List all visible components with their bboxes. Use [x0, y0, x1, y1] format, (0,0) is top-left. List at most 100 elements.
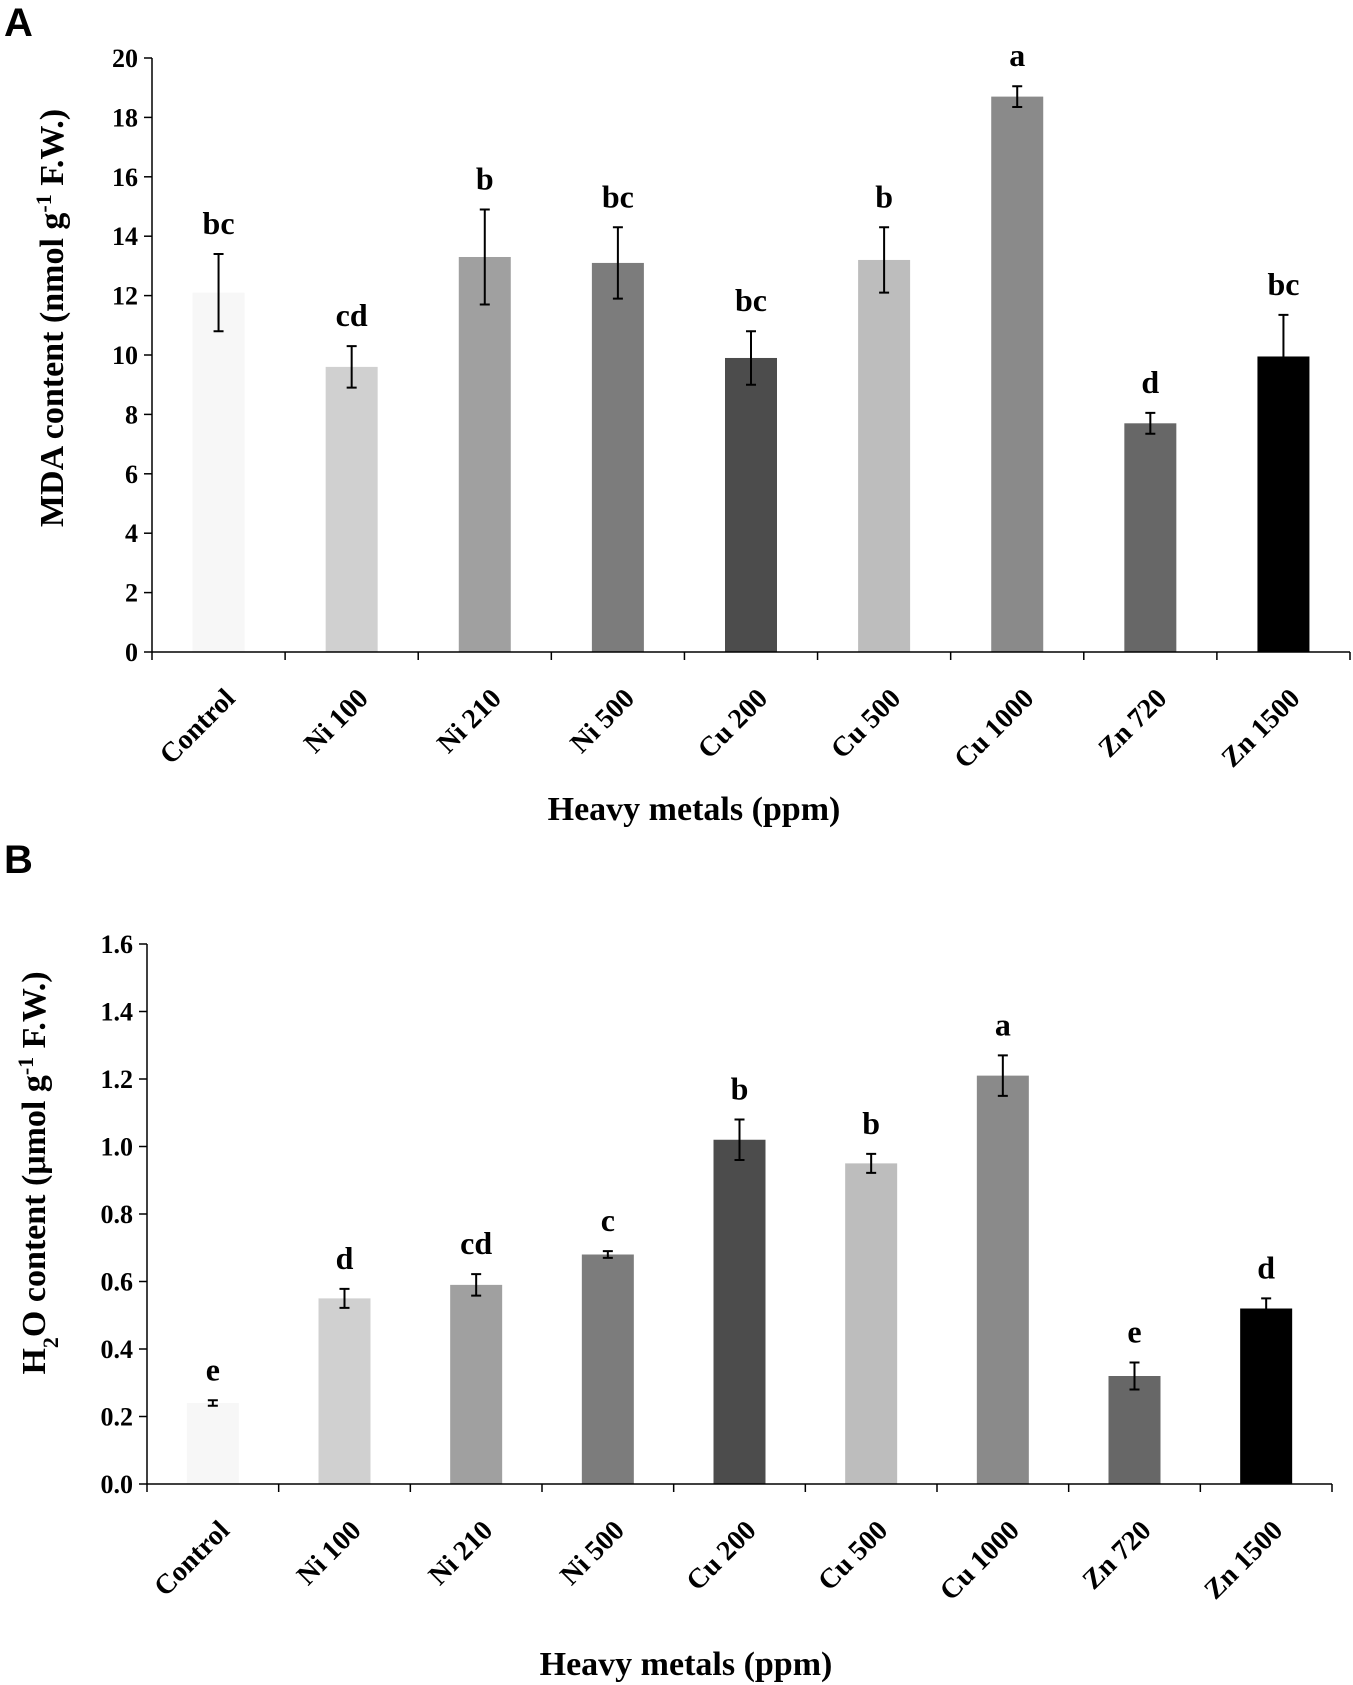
chart-a-y-tick-label: 12	[112, 282, 138, 311]
chart-a-error-bar	[1145, 411, 1156, 435]
chart-b-y-axis-title: H2O content (μmol g-1 F.W.)	[13, 971, 63, 1374]
chart-a-category-label: Control	[154, 683, 242, 771]
chart-a-bar-zn-1500	[1257, 356, 1310, 652]
chart-b-category-label: Cu 500	[812, 1515, 894, 1597]
chart-b-error-bar	[207, 1399, 218, 1407]
chart-a-y-tick-label: 8	[125, 400, 138, 429]
chart-a-bar-ni-100	[325, 366, 378, 652]
chart-b-significance-label: d	[336, 1240, 354, 1276]
panel-a-label: A	[4, 1, 33, 45]
chart-b-y-tick-label: 1.6	[101, 930, 134, 959]
chart-b-bar-ni-210	[450, 1284, 503, 1484]
chart-a-bars	[192, 96, 1310, 653]
chart-b-significance-label: e	[206, 1351, 220, 1387]
chart-a-y-tick-label: 0	[125, 638, 138, 667]
chart-a-error-bar	[1278, 313, 1289, 400]
chart-b-x-axis	[146, 1483, 1333, 1492]
chart-b-error-bar	[339, 1287, 350, 1309]
chart-a-significance-label: bc	[602, 178, 634, 214]
chart-a-y-tick-label: 18	[112, 103, 138, 132]
chart-a-y-tick-label: 20	[112, 44, 138, 73]
chart-a-significance-label: a	[1009, 37, 1025, 73]
chart-a-category-label: Ni 100	[298, 683, 374, 759]
panel-b-label: B	[4, 838, 33, 882]
chart-b-error-bar	[1261, 1297, 1272, 1320]
chart-b-category-label: Ni 210	[423, 1515, 499, 1591]
chart-b-significance-label: c	[601, 1202, 615, 1238]
chart-b-category-label: Control	[148, 1515, 236, 1603]
chart-a-bar-cu-500	[858, 259, 911, 652]
chart-a-y-tick-label: 2	[125, 579, 138, 608]
chart-a-significance-label: d	[1141, 364, 1159, 400]
chart-b-significance-label: d	[1257, 1249, 1275, 1285]
chart-a-y-tick-label: 10	[112, 341, 138, 370]
chart-b-y-tick-label: 1.0	[101, 1133, 134, 1162]
chart-a-y-tick-label: 4	[125, 519, 138, 548]
chart-a-error-bar	[213, 253, 224, 333]
chart-b-y-tick-label: 0.6	[101, 1268, 134, 1297]
chart-b-error-bars	[207, 1054, 1272, 1407]
chart-b-error-bar	[602, 1250, 613, 1259]
chart-a-category-labels: Control Ni 100 Ni 210 Ni 500 Cu 200 Cu 500 Cu …	[154, 683, 1306, 775]
chart-b-error-bar	[866, 1152, 877, 1174]
chart-b-bar-zn-720	[1108, 1376, 1161, 1484]
chart-b-bar-control	[186, 1403, 239, 1484]
chart-a-bar-control	[192, 292, 245, 652]
chart-b-significance-label: cd	[460, 1225, 492, 1261]
chart-b-error-bar	[471, 1273, 482, 1297]
chart-a-category-label: Zn 720	[1092, 683, 1173, 764]
chart-a-y-tick-label: 16	[112, 163, 138, 192]
chart-b-category-label: Cu 1000	[934, 1515, 1026, 1607]
chart-b: 0.0 0.2 0.4 0.6 0.8 1.0 1.2 1.4 1.6 e d cd c b b a e d C…	[13, 930, 1333, 1683]
chart-b-y-tick-label: 1.2	[101, 1065, 134, 1094]
chart-b-bar-cu-500	[845, 1163, 898, 1484]
chart-b-bar-cu-1000	[976, 1075, 1029, 1484]
chart-b-y-tick-label: 0.4	[101, 1335, 134, 1364]
chart-b-y-tick-label: 0.0	[101, 1470, 134, 1499]
chart-b-category-label: Zn 720	[1077, 1515, 1158, 1596]
chart-b-bar-ni-100	[318, 1298, 371, 1484]
chart-b-y-tick-label: 1.4	[101, 998, 134, 1027]
chart-a-error-bar	[346, 345, 357, 389]
chart-a-error-bar	[879, 226, 890, 294]
chart-a-significance-label: bc	[203, 205, 235, 241]
chart-b-bar-ni-500	[581, 1254, 634, 1484]
chart-a-bar-zn-720	[1124, 423, 1177, 652]
chart-a-error-bar	[1012, 85, 1023, 109]
chart-b-y-tick-label: 0.8	[101, 1200, 134, 1229]
chart-a-y-ticks: 0 2 4 6 8 10 12 14 16 18 20	[112, 44, 153, 667]
chart-a-category-label: Cu 1000	[948, 683, 1040, 775]
chart-a: 0 2 4 6 8 10 12 14 16 18 20 bc cd b bc bc b a d bc Control…	[31, 37, 1351, 828]
chart-a-category-label: Cu 200	[692, 683, 774, 765]
chart-b-category-label: Cu 200	[681, 1515, 763, 1597]
chart-a-y-axis-title: MDA content (nmol g-1 F.W.)	[31, 109, 72, 527]
chart-a-category-label: Ni 210	[431, 683, 507, 759]
chart-b-error-bar	[997, 1054, 1008, 1097]
chart-a-x-axis	[151, 651, 1351, 660]
chart-b-significance-label: b	[731, 1071, 749, 1107]
chart-b-significance-label: b	[862, 1105, 880, 1141]
chart-a-significance-label: bc	[735, 282, 767, 318]
chart-a-x-axis-title: Heavy metals (ppm)	[548, 791, 841, 828]
chart-a-error-bar	[746, 330, 756, 386]
chart-a-category-label: Ni 500	[564, 683, 640, 759]
chart-a-bar-ni-500	[591, 262, 644, 652]
chart-a-significance-label: bc	[1267, 266, 1299, 302]
chart-a-category-label: Zn 1500	[1216, 683, 1307, 774]
chart-a-significance-label: b	[875, 178, 893, 214]
chart-b-y-tick-label: 0.2	[101, 1403, 134, 1432]
chart-b-significance-labels: e d cd c b b a e d	[206, 1006, 1276, 1387]
chart-a-error-bars	[213, 85, 1289, 435]
chart-a-bar-ni-210	[458, 256, 511, 652]
chart-b-bars	[186, 1075, 1293, 1484]
chart-b-bar-cu-200	[713, 1139, 766, 1484]
chart-a-error-bar	[612, 226, 623, 300]
chart-a-y-tick-label: 6	[125, 460, 138, 489]
chart-a-error-bar	[479, 208, 490, 306]
chart-b-x-axis-title: Heavy metals (ppm)	[540, 1646, 833, 1683]
chart-b-error-bar	[734, 1118, 745, 1161]
chart-a-bar-cu-200	[725, 357, 777, 652]
chart-a-significance-label: b	[476, 160, 494, 196]
chart-a-y-tick-label: 14	[112, 222, 138, 251]
